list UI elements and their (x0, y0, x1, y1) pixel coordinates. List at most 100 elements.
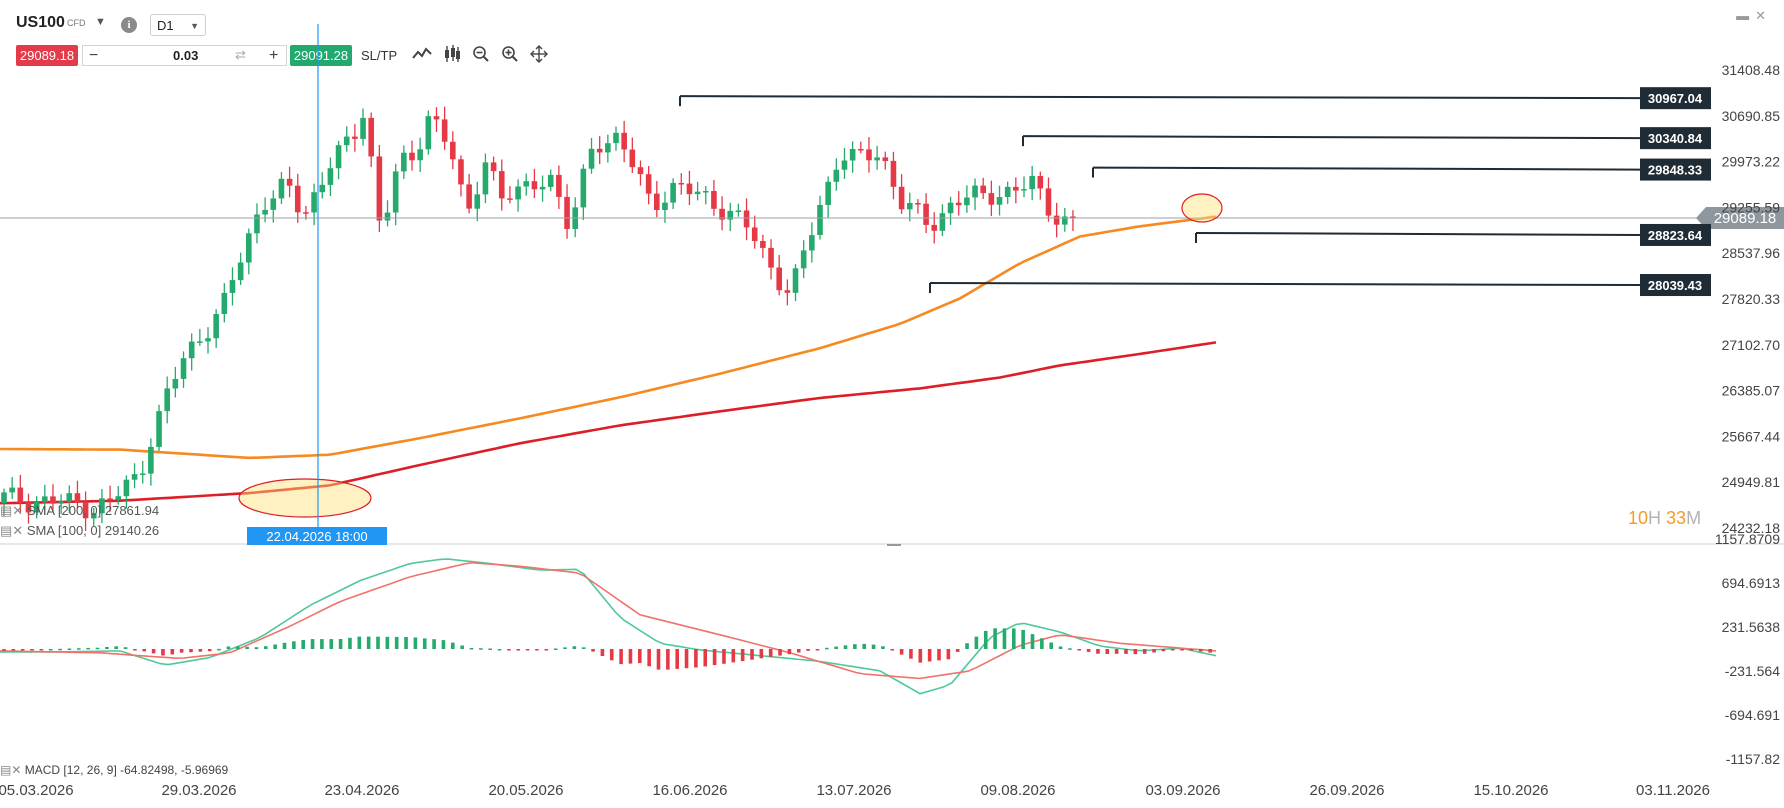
sma-100-label: SMA [100, 0] 29140.26 (26, 523, 160, 538)
line-chart-icon[interactable] (412, 46, 432, 62)
candle (156, 411, 162, 447)
candle (254, 214, 260, 234)
candle (1070, 216, 1076, 218)
symbol-name[interactable]: US100 (16, 14, 65, 31)
minus-icon[interactable]: − (89, 47, 99, 64)
macd-histogram-bar (292, 641, 296, 649)
macd-histogram-bar (1096, 649, 1100, 654)
macd-histogram-bar (1170, 649, 1175, 651)
quantity-value[interactable]: 0.03 (173, 48, 199, 63)
candle (229, 280, 236, 293)
crosshair-time-tag (247, 527, 387, 545)
candle (164, 388, 170, 412)
macd-histogram-bar (432, 639, 436, 649)
chart-overlay: 22.04.2026 18:00 (238, 24, 1223, 545)
x-tick-label: 03.09.2026 (1145, 782, 1220, 799)
candle (817, 205, 823, 235)
candle (547, 174, 554, 187)
macd-histogram-bar (348, 637, 352, 649)
macd-histogram-bar (469, 648, 474, 650)
macd-histogram-bar (123, 647, 128, 649)
candle (311, 192, 317, 213)
move-icon[interactable] (530, 45, 548, 63)
x-tick-label: 13.07.2026 (816, 782, 891, 799)
macd-histogram-bar (581, 647, 586, 649)
macd-histogram-bar (843, 645, 848, 649)
candlestick-icon[interactable] (443, 44, 461, 64)
y-tick-label: 26385.07 (1722, 383, 1781, 399)
x-tick-label: 23.04.2026 (324, 782, 399, 799)
macd-histogram-bar (1049, 642, 1053, 649)
candle (784, 290, 791, 293)
macd-histogram-bar (422, 638, 427, 649)
macd-histogram-bar (825, 647, 829, 650)
candle (123, 479, 130, 497)
candle (613, 132, 619, 144)
candle (849, 149, 856, 161)
level-tag (1640, 223, 1711, 246)
candle (596, 148, 603, 153)
macd-histogram-bar (516, 649, 521, 651)
macd-histogram-bar (834, 646, 838, 649)
window-controls[interactable]: ▬✕ (1736, 8, 1772, 23)
timeframe-value: D1 (157, 18, 174, 33)
candle (580, 168, 587, 208)
level-label: 30967.04 (1648, 91, 1703, 106)
macd-histogram-bar (245, 646, 249, 649)
y-tick-label: 28537.96 (1722, 245, 1781, 261)
symbol-dropdown-icon[interactable]: ▼ (95, 16, 106, 28)
timeframe-select[interactable]: D1 ▼ (150, 14, 206, 36)
macd-histogram-bar (647, 649, 651, 667)
price-levels: 29089.18 30967.04 30340.84 29848.33 28823.64… (0, 87, 1784, 297)
macd-histogram-bar (750, 649, 754, 660)
candle (392, 171, 399, 213)
quantity-stepper[interactable]: − 0.03 ⇄ + (82, 45, 287, 66)
current-price-label: 29089.18 (1714, 210, 1777, 227)
y-tick-label: 24232.18 (1722, 520, 1781, 536)
candle (221, 292, 228, 314)
macd-histogram-bar (862, 643, 866, 649)
x-tick-label: 26.09.2026 (1309, 782, 1384, 799)
zoom-out-icon[interactable] (472, 45, 490, 63)
macd-histogram-bar (993, 628, 997, 649)
macd-histogram-bar (722, 649, 726, 664)
candle (107, 498, 113, 500)
sltp-button[interactable]: SL/TP (361, 48, 398, 63)
candle (523, 181, 530, 187)
sell-button[interactable]: 29089.18 (16, 45, 78, 66)
candle (768, 247, 774, 268)
timer-minutes: 33 (1666, 508, 1687, 528)
candle (237, 262, 244, 281)
candle (841, 160, 848, 170)
macd-histogram-bar (366, 636, 371, 649)
macd-histogram-bar (974, 636, 979, 649)
x-tick-label: 03.11.2026 (1636, 782, 1710, 799)
y-tick-label: 29255.59 (1722, 199, 1781, 215)
candle (294, 185, 301, 213)
plus-icon[interactable]: + (269, 47, 279, 64)
macd-tick-label: 694.6913 (1722, 575, 1781, 591)
buy-button[interactable]: 29091.28 (290, 45, 352, 66)
zoom-in-icon[interactable] (501, 45, 519, 63)
candle (727, 210, 734, 220)
candle (25, 502, 32, 513)
candle (751, 227, 758, 241)
candle (955, 202, 962, 206)
info-icon[interactable]: i (121, 17, 137, 33)
sma-legend-2: ▤✕ SMA [100, 0] 29140.26 (0, 523, 160, 538)
candle (678, 183, 685, 185)
candle (605, 143, 611, 153)
candle (1, 492, 7, 504)
candle (278, 178, 285, 199)
candle (172, 379, 179, 389)
swap-icon[interactable]: ⇄ (235, 47, 246, 62)
macd-histogram-bar (1002, 628, 1007, 649)
macd-histogram-bar (189, 649, 193, 653)
macd-histogram-bar (235, 646, 240, 649)
macd-histogram-bar (675, 649, 679, 669)
macd-histogram-bar (806, 649, 810, 651)
candle (490, 162, 497, 172)
macd-histogram-bar (600, 649, 605, 656)
candle (898, 186, 905, 210)
